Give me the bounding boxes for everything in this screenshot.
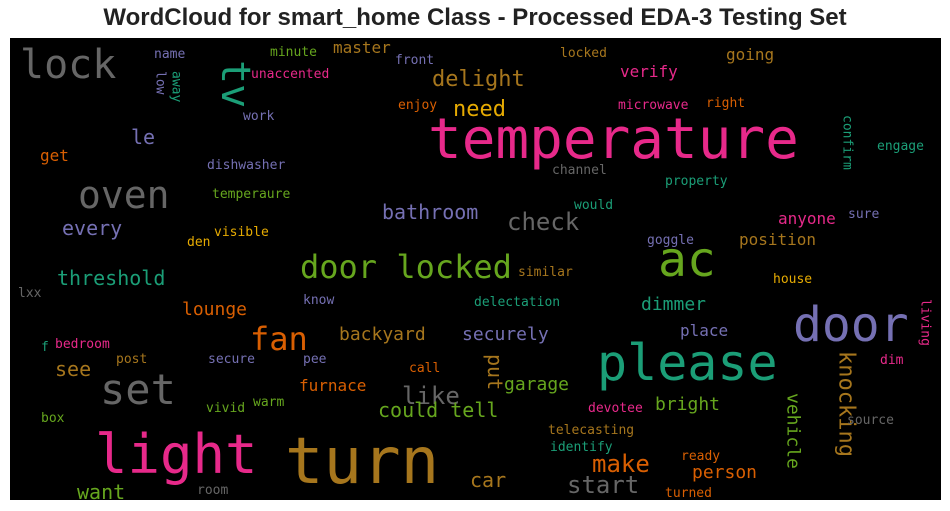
word-master: master [333,38,391,57]
word-every: every [62,216,122,240]
word-door: door [793,297,909,353]
word-right: right [706,96,745,111]
word-vehicle: vehicle [782,393,803,469]
word-channel: channel [552,163,607,178]
word-delight: delight [432,67,525,92]
word-living: living [917,299,932,346]
word-front: front [395,53,434,68]
word-devotee: devotee [588,401,643,416]
word-microwave: microwave [618,98,689,113]
word-low: low [152,71,167,95]
word-light: light [95,423,258,486]
word-see: see [55,357,91,381]
word-threshold: threshold [57,266,165,290]
word-knocking: knocking [834,351,859,457]
word-garage: garage [504,374,569,395]
word-set: set [100,365,176,414]
word-oven: oven [78,173,170,217]
word-lock: lock [20,42,116,88]
wordcloud-svg: temperature turn light please door ac set lock o… [18,38,932,500]
word-name: name [154,47,185,62]
word-please: please [597,334,778,392]
word-need: need [453,97,506,122]
word-like: like [402,382,460,410]
word-make: make [592,450,650,478]
word-f: f [41,340,49,355]
word-identify: identify [550,440,613,455]
word-post: post [116,352,147,367]
wordcloud-canvas: temperature turn light please door ac set lock o… [10,38,941,500]
word-could-tell: could tell [378,398,498,422]
word-bright: bright [655,394,720,415]
word-verify: verify [620,62,678,81]
word-furnace: furnace [299,376,366,395]
word-work: work [243,109,274,124]
word-engage: engage [877,139,924,154]
word-warm: warm [253,395,284,410]
word-securely: securely [462,324,549,345]
word-unaccented: unaccented [251,67,329,82]
word-minute: minute [270,45,317,60]
word-telecasting: telecasting [548,423,634,438]
word-pee: pee [303,352,327,367]
word-sure: sure [848,207,879,222]
word-lxx: lxx [18,286,42,301]
word-bathroom: bathroom [382,200,478,224]
word-want: want [77,480,125,500]
word-den: den [187,235,210,250]
word-would: would [574,198,613,213]
word-secure: secure [208,352,255,367]
word-dimmer: dimmer [641,294,706,315]
word-dishwasher: dishwasher [207,158,285,173]
word-bedroom: bedroom [55,337,110,352]
word-enjoy: enjoy [398,98,437,113]
word-check: check [507,208,580,236]
word-fan: fan [250,320,308,358]
word-similar: similar [518,265,573,280]
word-know: know [303,293,334,308]
word-room: room [197,483,228,498]
word-le: le [131,125,155,149]
chart-title: WordCloud for smart_home Class - Process… [103,4,847,31]
word-ready: ready [681,449,720,464]
word-temperaure: temperaure [212,187,290,202]
word-anyone: anyone [778,209,836,228]
word-put: put [483,354,507,390]
word-place: place [680,321,728,340]
word-goggle: goggle [647,233,694,248]
word-person: person [692,462,757,483]
word-going: going [726,45,774,64]
word-ac: ac [658,232,716,288]
word-box: box [41,411,65,426]
word-visible: visible [214,225,269,240]
word-away: away [168,71,183,102]
word-dim: dim [880,353,904,368]
word-call: call [409,361,440,376]
word-locked: locked [560,46,607,61]
word-door-locked: door locked [300,248,512,286]
word-delectation: delectation [474,295,560,310]
word-position: position [739,230,816,249]
word-get: get [40,146,69,165]
word-start: start [567,471,639,499]
word-lounge: lounge [182,299,247,320]
word-turn: turn [285,425,439,499]
word-source: source [847,413,894,428]
word-property: property [665,174,728,189]
word-confirm: confirm [839,115,854,170]
word-house: house [773,272,812,287]
word-car: car [470,468,506,492]
word-tv: tv [212,60,258,108]
word-vivid: vivid [206,401,245,416]
word-backyard: backyard [339,324,426,345]
word-temperature: temperature [428,107,799,172]
word-turned: turned [665,486,712,500]
